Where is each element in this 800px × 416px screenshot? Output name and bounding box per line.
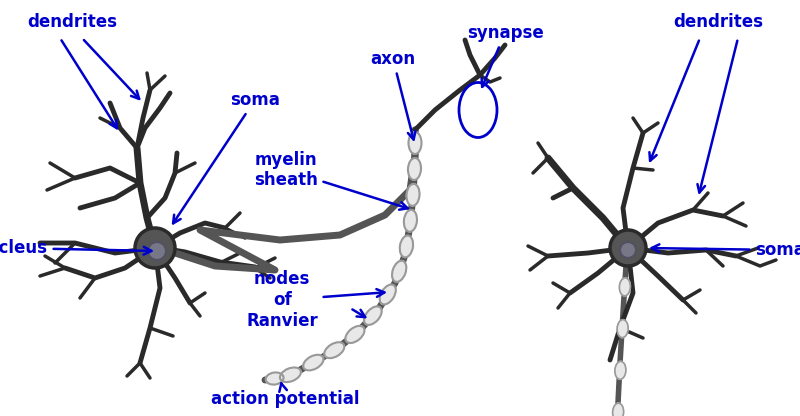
Ellipse shape bbox=[408, 158, 421, 180]
Ellipse shape bbox=[380, 285, 396, 305]
Ellipse shape bbox=[266, 372, 283, 385]
Circle shape bbox=[620, 242, 636, 258]
Ellipse shape bbox=[615, 362, 626, 379]
Text: axon: axon bbox=[370, 50, 415, 140]
Ellipse shape bbox=[619, 278, 630, 296]
Ellipse shape bbox=[400, 235, 413, 258]
Ellipse shape bbox=[406, 184, 419, 206]
Ellipse shape bbox=[364, 307, 382, 325]
Circle shape bbox=[148, 242, 166, 260]
Ellipse shape bbox=[280, 367, 301, 382]
Ellipse shape bbox=[409, 132, 422, 154]
Text: dendrites: dendrites bbox=[27, 13, 117, 31]
Text: soma: soma bbox=[651, 241, 800, 259]
Ellipse shape bbox=[303, 355, 323, 370]
Text: soma: soma bbox=[173, 91, 280, 223]
Text: nodes
of
Ranvier: nodes of Ranvier bbox=[246, 270, 385, 330]
Text: synapse: synapse bbox=[466, 24, 543, 87]
Text: action potential: action potential bbox=[210, 383, 359, 408]
Text: nucleus: nucleus bbox=[0, 239, 151, 257]
Ellipse shape bbox=[617, 319, 628, 338]
Ellipse shape bbox=[613, 403, 624, 416]
Text: dendrites: dendrites bbox=[673, 13, 763, 31]
Ellipse shape bbox=[324, 342, 344, 358]
Circle shape bbox=[610, 230, 646, 266]
Circle shape bbox=[135, 228, 175, 268]
Text: myelin
sheath: myelin sheath bbox=[254, 151, 408, 210]
Ellipse shape bbox=[392, 261, 406, 282]
Ellipse shape bbox=[346, 326, 365, 343]
Ellipse shape bbox=[404, 210, 417, 232]
